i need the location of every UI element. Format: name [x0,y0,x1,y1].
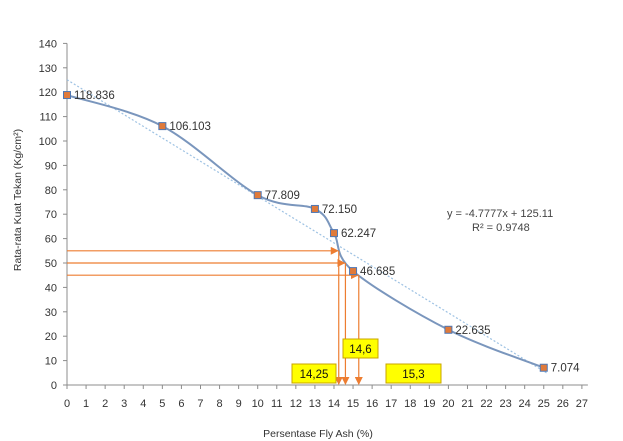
y-tick-label: 50 [45,258,57,270]
data-label: 22.635 [455,325,490,337]
x-tick-label: 18 [404,398,416,410]
data-label: 46.685 [360,266,395,278]
data-point [539,363,548,372]
data-label: 72.150 [322,204,357,216]
data-point [310,204,319,213]
x-tick-label: 12 [290,398,302,410]
data-point [329,229,338,238]
reference-value-label: 14,6 [349,344,371,356]
x-tick-label: 27 [576,398,588,410]
x-tick-label: 13 [309,398,321,410]
data-label: 7.074 [551,363,580,375]
y-tick-label: 70 [45,209,57,221]
x-tick-label: 26 [557,398,569,410]
x-tick-label: 6 [178,398,184,410]
x-axis-label: Persentase Fly Ash (%) [263,428,373,440]
x-tick-label: 10 [252,398,264,410]
x-tick-label: 16 [366,398,378,410]
x-tick-label: 15 [347,398,359,410]
y-tick-label: 60 [45,234,57,246]
trendline [66,79,548,375]
x-tick-label: 22 [480,398,492,410]
reference-value-box [342,338,379,359]
y-tick-label: 30 [45,307,57,319]
y-tick-label: 140 [39,38,57,50]
x-tick-label: 7 [197,398,203,410]
x-tick-label: 23 [499,398,511,410]
y-tick-label: 40 [45,282,57,294]
x-tick-label: 1 [83,398,89,410]
x-tick-label: 9 [236,398,242,410]
x-tick-label: 14 [328,398,340,410]
x-tick-label: 21 [461,398,473,410]
reference-value-box [291,363,337,384]
data-label: 118.836 [74,90,115,102]
trendline-r2: R² = 0.9748 [472,222,530,234]
x-tick-label: 11 [271,398,282,410]
data-label: 77.809 [265,190,300,202]
data-label: 106.103 [169,121,211,133]
reference-labels: 14,25 14,6 15,3 [291,338,442,384]
x-tick-label: 20 [442,398,454,410]
y-tick-label: 20 [45,331,57,343]
x-tick-label: 25 [538,398,550,410]
data-labels: 118.836 106.103 77.809 72.150 62.247 46.685 22… [74,90,580,375]
reference-value-label: 15,3 [402,369,424,381]
data-point [63,91,71,100]
x-tick-label: 5 [159,398,165,410]
y-axis-label: Rata-rata Kuat Tekan (Kg/cm²) [12,129,24,271]
trendline-line [66,79,548,375]
y-tick-label: 10 [45,356,57,368]
y-tick-label: 100 [39,136,57,148]
data-markers [63,91,548,372]
x-tick-label: 2 [102,398,108,410]
reference-value-label: 14,25 [300,369,329,381]
y-tick-label: 110 [39,112,57,124]
x-tick-label: 17 [385,398,397,410]
x-tick-label: 3 [121,398,127,410]
x-tick-label: 4 [140,398,146,410]
reference-value-box [385,363,442,384]
y-tick-label: 80 [45,185,57,197]
data-point [253,191,262,200]
x-tick-label: 24 [519,398,531,410]
data-point [158,122,167,131]
reference-lines [67,246,363,385]
y-tick-label: 120 [39,87,57,99]
x-tick-label: 0 [64,398,70,410]
y-tick-label: 90 [45,160,57,172]
x-tick-label: 8 [216,398,222,410]
y-tick-label: 0 [51,380,57,392]
data-label: 62.247 [341,228,376,240]
data-point [349,267,358,276]
y-tick-label: 130 [39,63,57,75]
trendline-equation: y = -4.7777x + 125.11 [447,208,553,220]
x-tick-label: 19 [423,398,435,410]
data-point [444,325,453,334]
